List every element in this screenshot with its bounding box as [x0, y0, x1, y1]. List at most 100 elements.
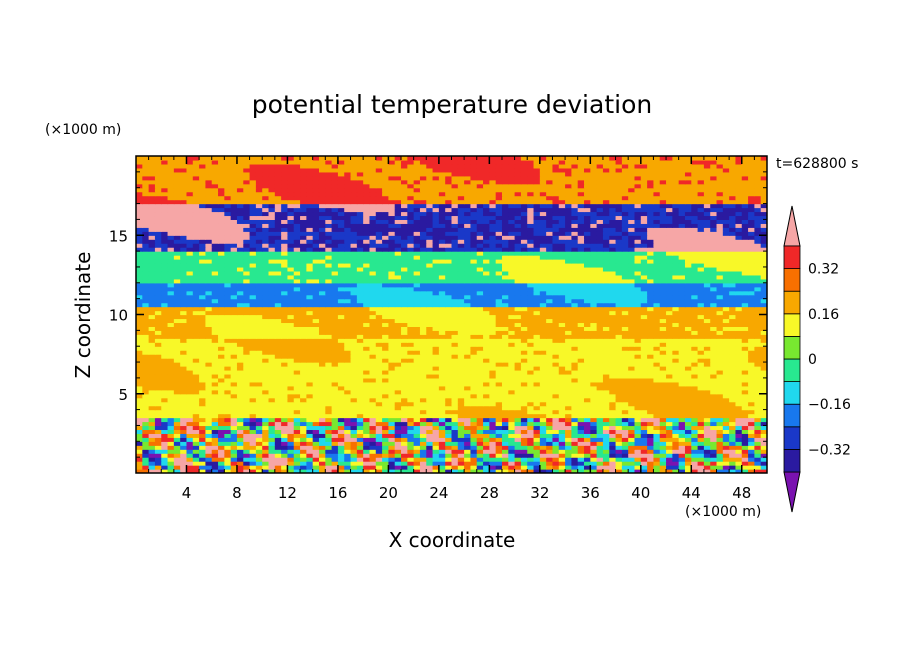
- heatmap-cell: [211, 278, 219, 284]
- heatmap-cell: [331, 413, 339, 419]
- heatmap-cell: [653, 318, 661, 324]
- heatmap-cell: [640, 445, 648, 450]
- heatmap-cell: [394, 369, 402, 375]
- heatmap-cell: [577, 417, 585, 423]
- heatmap-cell: [306, 429, 314, 434]
- heatmap-cell: [527, 373, 535, 379]
- heatmap-cell: [318, 330, 326, 335]
- heatmap-cell: [495, 469, 503, 473]
- heatmap-cell: [287, 369, 295, 375]
- heatmap-cell: [281, 425, 289, 431]
- heatmap-cell: [514, 369, 522, 375]
- heatmap-cell: [230, 369, 238, 375]
- heatmap-cell: [312, 286, 320, 292]
- heatmap-cell: [224, 417, 232, 423]
- heatmap-cell: [419, 354, 427, 359]
- heatmap-cell: [501, 413, 509, 419]
- heatmap-cell: [508, 278, 516, 284]
- heatmap-cell: [621, 294, 629, 300]
- heatmap-cell: [710, 298, 718, 304]
- heatmap-cell: [558, 286, 566, 292]
- heatmap-cell: [218, 393, 225, 399]
- heatmap-cell: [697, 354, 705, 359]
- heatmap-cell: [331, 449, 339, 454]
- heatmap-cell: [268, 278, 276, 284]
- heatmap-cell: [748, 401, 755, 407]
- heatmap-cell: [249, 453, 257, 458]
- heatmap-cell: [602, 457, 610, 462]
- heatmap-cell: [489, 441, 497, 446]
- heatmap-cell: [457, 366, 465, 371]
- heatmap-cell: [653, 310, 661, 316]
- heatmap-cell: [432, 278, 440, 284]
- heatmap-cell: [300, 282, 307, 288]
- heatmap-cell: [464, 306, 472, 312]
- heatmap-cell: [628, 334, 636, 339]
- heatmap-cell: [337, 449, 345, 454]
- heatmap-cell: [211, 322, 219, 327]
- heatmap-cell: [186, 421, 194, 427]
- heatmap-cell: [520, 330, 528, 335]
- heatmap-cell: [173, 409, 181, 415]
- heatmap-cell: [224, 362, 232, 367]
- heatmap-cell: [331, 322, 339, 327]
- heatmap-cell: [501, 461, 509, 466]
- heatmap-cell: [136, 405, 143, 411]
- heatmap-cell: [432, 461, 440, 466]
- heatmap-cell: [615, 282, 623, 288]
- heatmap-cell: [224, 405, 232, 411]
- heatmap-cell: [192, 369, 200, 375]
- heatmap-cell: [628, 346, 636, 351]
- heatmap-cell: [262, 366, 270, 371]
- heatmap-cell: [596, 369, 604, 375]
- heatmap-cell: [470, 346, 478, 351]
- heatmap-cell: [489, 413, 497, 419]
- heatmap-cell: [375, 310, 383, 316]
- heatmap-cell: [684, 314, 692, 320]
- heatmap-cell: [388, 417, 396, 423]
- heatmap-cell: [167, 381, 175, 387]
- heatmap-cell: [318, 298, 326, 304]
- heatmap-cell: [672, 469, 680, 473]
- heatmap-cell: [571, 330, 579, 335]
- heatmap-cell: [445, 362, 453, 367]
- heatmap-cell: [508, 425, 516, 431]
- heatmap-cell: [262, 358, 270, 363]
- heatmap-cell: [476, 286, 484, 292]
- heatmap-cell: [659, 469, 667, 473]
- heatmap-cell: [394, 302, 402, 308]
- heatmap-cell: [173, 310, 181, 316]
- heatmap-cell: [577, 302, 585, 308]
- heatmap-cell: [634, 282, 642, 288]
- heatmap-cell: [546, 401, 554, 407]
- heatmap-cell: [514, 294, 522, 300]
- heatmap-cell: [249, 425, 257, 431]
- heatmap-cell: [268, 369, 276, 375]
- heatmap-cell: [445, 274, 453, 280]
- heatmap-cell: [388, 326, 396, 331]
- heatmap-cell: [236, 449, 244, 454]
- heatmap-cell: [571, 290, 579, 296]
- heatmap-cell: [180, 397, 188, 403]
- heatmap-cell: [426, 334, 434, 339]
- heatmap-cell: [192, 306, 200, 312]
- heatmap-cell: [457, 433, 465, 438]
- heatmap-cell: [678, 421, 686, 427]
- heatmap-cell: [445, 322, 453, 327]
- heatmap-cell: [666, 425, 673, 431]
- heatmap-cell: [432, 457, 440, 462]
- heatmap-cell: [293, 274, 301, 280]
- heatmap-cell: [489, 338, 497, 343]
- heatmap-cell: [350, 350, 358, 355]
- heatmap-cell: [445, 393, 453, 399]
- heatmap-cell: [565, 405, 572, 411]
- heatmap-cell: [476, 338, 484, 343]
- heatmap-cell: [653, 342, 661, 347]
- y-unit-label: (×1000 m): [45, 122, 121, 138]
- heatmap-cell: [584, 282, 591, 288]
- heatmap-cell: [684, 433, 692, 438]
- heatmap-cell: [306, 294, 314, 300]
- heatmap-cell: [596, 413, 604, 419]
- heatmap-cell: [476, 457, 484, 462]
- heatmap-cell: [413, 429, 421, 434]
